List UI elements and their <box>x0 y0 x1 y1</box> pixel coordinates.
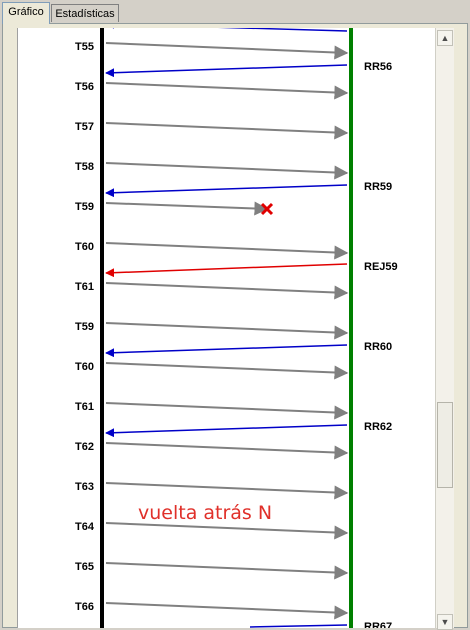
frame-arrow <box>106 363 347 373</box>
tab-grafico[interactable]: Gráfico <box>2 2 50 24</box>
left-label: T59 <box>75 321 94 333</box>
left-label: T64 <box>75 521 95 533</box>
frame-arrow <box>106 163 347 173</box>
diagram-canvas: T55 T56 T57 T58 T59 T60 T61 T59 T60 T61 T62 T63 T64 T… <box>17 28 436 628</box>
left-label: T57 <box>75 121 94 133</box>
frame-arrow <box>106 563 347 573</box>
ack-arrow <box>106 65 347 73</box>
left-label: T59 <box>75 201 94 213</box>
frame-arrow <box>106 603 347 613</box>
lost-frame-arrow <box>106 203 267 209</box>
left-label: T63 <box>75 481 94 493</box>
ack-arrow <box>106 345 347 353</box>
up-arrow-icon[interactable]: ▲ <box>437 30 453 46</box>
reject-arrow <box>106 264 347 273</box>
tab-bar: Gráfico Estadísticas <box>0 0 470 24</box>
frame-arrow <box>106 443 347 453</box>
frame-arrow <box>106 283 347 293</box>
frame-arrow <box>106 323 347 333</box>
left-label: T62 <box>75 441 94 453</box>
left-label: T65 <box>75 561 94 573</box>
left-label: T55 <box>75 41 94 53</box>
tab-estadisticas[interactable]: Estadísticas <box>51 4 119 22</box>
left-label: T66 <box>75 601 94 613</box>
left-label: T61 <box>75 401 94 413</box>
frame-arrow <box>106 243 347 253</box>
right-label: REJ59 <box>364 261 398 273</box>
frame-arrow <box>106 83 347 93</box>
frame-arrow <box>106 123 347 133</box>
ack-arrow <box>250 625 347 627</box>
right-label: RR67 <box>364 621 392 628</box>
frame-arrow <box>106 403 347 413</box>
frame-arrow <box>106 483 347 493</box>
left-label: T56 <box>75 81 94 93</box>
left-label: T60 <box>75 361 94 373</box>
right-label: RR60 <box>364 341 392 353</box>
sequence-diagram: T55 T56 T57 T58 T59 T60 T61 T59 T60 T61 T62 T63 T64 T… <box>18 28 436 628</box>
ack-arrow <box>106 28 347 31</box>
frame-arrow <box>106 43 347 53</box>
annotation-text: vuelta atrás N <box>138 502 272 524</box>
ack-arrow <box>106 185 347 193</box>
right-label: RR62 <box>364 421 392 433</box>
scrollbar-thumb[interactable] <box>437 402 453 488</box>
frame-arrow <box>106 523 347 533</box>
left-label: T58 <box>75 161 94 173</box>
right-label: RR56 <box>364 61 392 73</box>
left-label: T60 <box>75 241 94 253</box>
ack-arrow <box>106 425 347 433</box>
left-label: T61 <box>75 281 94 293</box>
vertical-scrollbar[interactable]: ▲ ▼ <box>435 28 454 628</box>
right-label: RR59 <box>364 181 392 193</box>
